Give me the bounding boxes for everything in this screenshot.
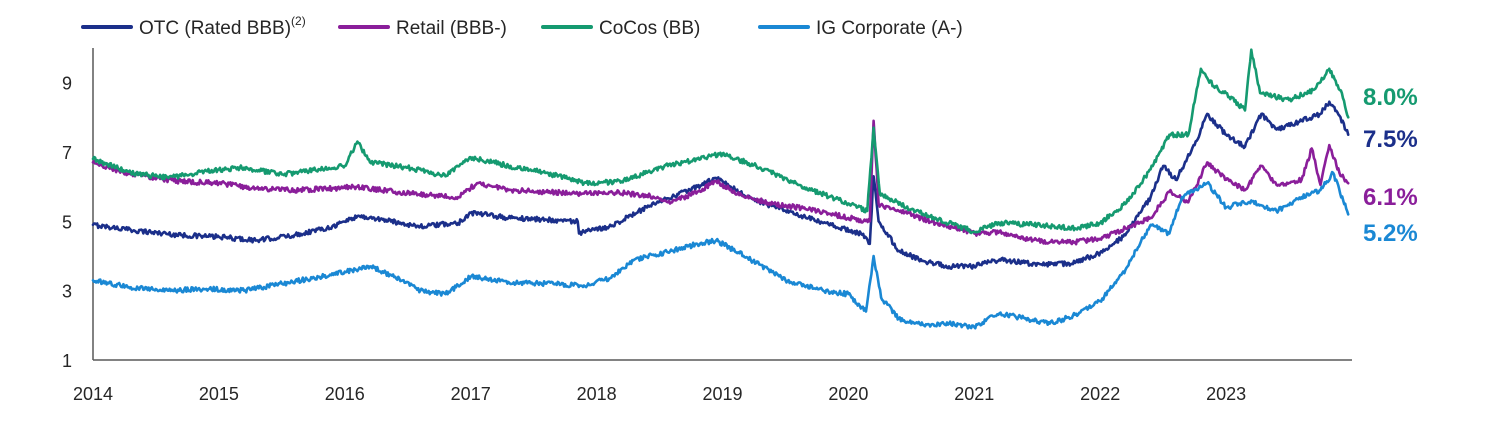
x-tick-label: 2014 — [73, 384, 113, 404]
legend-superscript: (2) — [291, 14, 306, 28]
legend-item: IG Corporate (A-) — [758, 18, 963, 39]
end-value-label: 7.5% — [1363, 126, 1418, 153]
x-tick-label: 2017 — [451, 384, 491, 404]
legend-label: Retail (BBB-) — [396, 18, 507, 39]
legend-label: IG Corporate (A-) — [816, 18, 963, 39]
y-tick-label: 7 — [62, 143, 72, 163]
legend-item: Retail (BBB-) — [338, 18, 507, 39]
legend-item: CoCos (BB) — [541, 18, 700, 39]
x-tick-label: 2020 — [828, 384, 868, 404]
x-tick-label: 2019 — [702, 384, 742, 404]
end-labels: 7.5% 6.1% 8.0% 5.2% — [1363, 84, 1418, 247]
series-line-0 — [91, 100, 1350, 270]
series-line-3 — [91, 170, 1350, 330]
series-line-2 — [91, 48, 1350, 235]
y-tick-label: 9 — [62, 74, 72, 94]
x-tick-label: 2023 — [1206, 384, 1246, 404]
end-value-label: 6.1% — [1363, 184, 1418, 211]
end-value-label: 5.2% — [1363, 220, 1418, 247]
y-tick-label: 5 — [62, 212, 72, 232]
series-layer — [91, 48, 1350, 330]
legend-label: CoCos (BB) — [599, 18, 700, 39]
y-axis: 1 3 5 7 9 — [62, 48, 94, 371]
x-tick-label: 2021 — [954, 384, 994, 404]
x-tick-label: 2016 — [325, 384, 365, 404]
x-tick-label: 2015 — [199, 384, 239, 404]
x-axis: 2014 2015 2016 2017 2018 2019 2020 2021 2022 2023 — [73, 359, 1352, 404]
legend-item: OTC (Rated BBB)(2) — [81, 14, 306, 39]
chart-legend: OTC (Rated BBB)(2) Retail (BBB-) CoCos (BB… — [81, 14, 963, 39]
legend-label: OTC (Rated BBB)(2) — [139, 14, 306, 39]
end-value-label: 8.0% — [1363, 84, 1418, 111]
x-tick-label: 2022 — [1080, 384, 1120, 404]
series-line-1 — [91, 119, 1350, 246]
y-tick-label: 3 — [62, 282, 72, 302]
x-tick-label: 2018 — [577, 384, 617, 404]
y-tick-label: 1 — [62, 351, 72, 371]
